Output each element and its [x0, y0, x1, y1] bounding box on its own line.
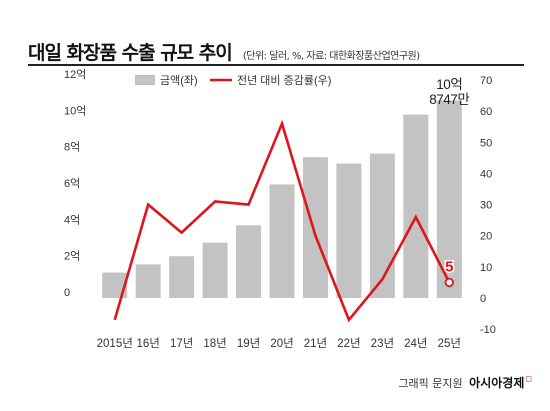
bar [202, 242, 228, 298]
bar [403, 114, 429, 299]
y-right-tick-label: 0 [480, 293, 486, 305]
x-tick-label: 17년 [170, 337, 193, 350]
x-tick-label: 20년 [270, 337, 293, 350]
y-right-tick-label: 40 [480, 168, 492, 180]
graphic-credit: 그래픽 문지원 [398, 377, 463, 390]
footer: 그래픽 문지원 아시아경제◻ [398, 374, 532, 391]
brand-logo: 아시아경제 [469, 376, 525, 390]
y-left-tick-label: 0 [64, 287, 70, 299]
bar [236, 225, 262, 298]
x-tick-label: 25년 [438, 337, 461, 350]
y-right-tick-label: 70 [480, 75, 492, 87]
header: 대일 화장품 수출 규모 추이 (단위: 달러, %, 자료: 대한화장품산업연… [28, 38, 420, 65]
y-right-tick-label: 10 [480, 262, 492, 274]
x-tick-label: 24년 [404, 337, 427, 350]
chart-title: 대일 화장품 수출 규모 추이 [28, 42, 233, 64]
last-point-label: 5 [445, 258, 453, 275]
bar [135, 264, 161, 298]
x-tick-label: 19년 [237, 337, 260, 350]
x-tick-label: 21년 [304, 337, 327, 350]
y-left-tick-label: 6억 [64, 177, 80, 190]
y-right-tick-label: 50 [480, 137, 492, 149]
bar [336, 163, 362, 298]
y-right-tick-label: -10 [480, 324, 496, 336]
y-left-tick-label: 2억 [64, 250, 80, 263]
y-right-tick-label: 30 [480, 200, 492, 212]
last-point-marker [444, 277, 454, 288]
bar [369, 153, 395, 298]
legend-swatch-bar [135, 75, 155, 85]
bar [169, 256, 195, 298]
y-left-tick-label: 4억 [64, 213, 80, 226]
legend-label-line: 전년 대비 증감률(우) [237, 74, 331, 87]
x-tick-label: 18년 [203, 337, 226, 350]
brand-mark-icon: ◻ [525, 374, 532, 383]
legend-label-bar: 금액(좌) [160, 74, 198, 87]
y-right-tick-label: 20 [480, 231, 492, 243]
bar [269, 184, 295, 298]
title-rule [28, 64, 524, 66]
x-tick-label: 22년 [337, 337, 360, 350]
y-left-tick-label: 10억 [64, 104, 86, 117]
last-bar-label-line2: 8747만 [429, 92, 469, 107]
y-right-tick-label: 60 [480, 106, 492, 118]
y-left-tick-label: 12억 [64, 68, 86, 81]
y-left-tick-label: 8억 [64, 141, 80, 154]
x-tick-label: 23년 [371, 337, 394, 350]
bar [302, 157, 328, 298]
x-tick-label: 2015년 [97, 337, 133, 350]
last-bar-label-line1: 10억 [436, 77, 462, 92]
chart-subtitle: (단위: 달러, %, 자료: 대한화장품산업연구원) [242, 51, 420, 62]
x-tick-label: 16년 [136, 337, 159, 350]
